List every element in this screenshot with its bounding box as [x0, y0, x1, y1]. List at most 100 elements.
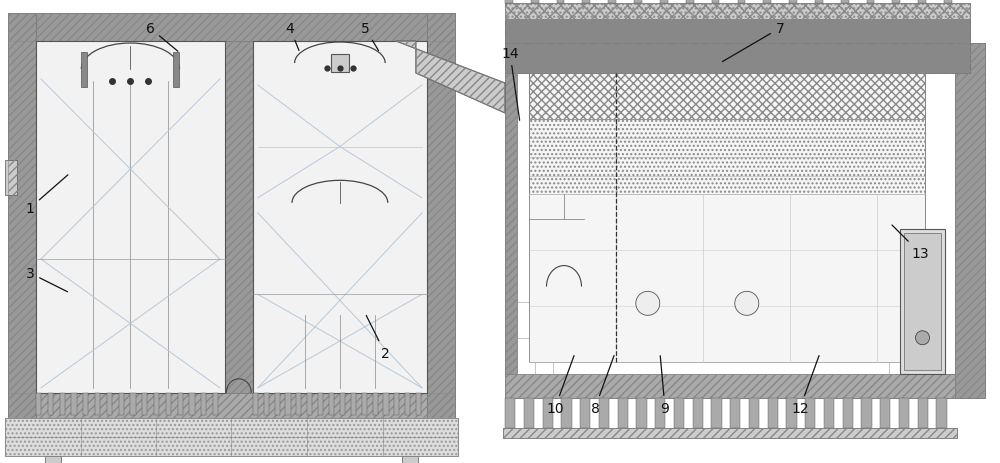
- Text: 10: 10: [546, 356, 574, 415]
- Bar: [955, 44, 985, 398]
- Bar: [505, 4, 970, 20]
- Bar: [900, 230, 945, 374]
- Bar: [582, 0, 590, 4]
- Bar: [201, 393, 206, 415]
- Bar: [955, 44, 985, 398]
- Bar: [83, 393, 88, 415]
- Bar: [362, 393, 367, 415]
- Bar: [843, 398, 853, 428]
- Bar: [867, 0, 874, 4]
- Bar: [351, 393, 356, 415]
- Text: 13: 13: [892, 225, 929, 260]
- Bar: [711, 398, 722, 428]
- Bar: [505, 374, 955, 398]
- Bar: [505, 4, 970, 44]
- Bar: [686, 0, 694, 4]
- Bar: [918, 0, 926, 4]
- Text: 14: 14: [501, 47, 520, 121]
- Bar: [505, 374, 955, 398]
- Bar: [904, 233, 941, 370]
- Bar: [505, 74, 517, 374]
- Bar: [738, 0, 745, 4]
- Bar: [318, 393, 323, 415]
- Bar: [861, 398, 872, 428]
- Bar: [815, 0, 823, 4]
- Circle shape: [915, 331, 929, 345]
- Text: 6: 6: [146, 22, 178, 52]
- Bar: [189, 393, 195, 415]
- Bar: [36, 42, 225, 393]
- Text: 2: 2: [366, 316, 389, 360]
- Bar: [225, 42, 253, 393]
- Bar: [8, 14, 455, 42]
- Bar: [107, 393, 112, 415]
- Text: 9: 9: [660, 356, 669, 415]
- Bar: [505, 0, 513, 4]
- Bar: [674, 398, 684, 428]
- Bar: [505, 398, 515, 428]
- Polygon shape: [396, 42, 505, 114]
- Bar: [427, 14, 455, 418]
- Bar: [225, 42, 253, 393]
- Bar: [529, 74, 925, 362]
- Text: 5: 5: [361, 22, 379, 51]
- Bar: [505, 74, 517, 374]
- Bar: [542, 398, 553, 428]
- Bar: [557, 0, 564, 4]
- Bar: [5, 161, 17, 196]
- Bar: [154, 393, 159, 415]
- Bar: [275, 393, 280, 415]
- Bar: [130, 393, 136, 415]
- Bar: [944, 0, 952, 4]
- Bar: [264, 393, 269, 415]
- Text: 4: 4: [286, 22, 299, 51]
- Bar: [60, 393, 65, 415]
- Bar: [692, 398, 703, 428]
- Bar: [503, 428, 957, 438]
- Bar: [749, 398, 759, 428]
- Bar: [768, 398, 778, 428]
- Bar: [5, 418, 458, 456]
- Bar: [36, 393, 41, 415]
- Bar: [427, 14, 455, 418]
- Bar: [599, 398, 609, 428]
- Bar: [505, 44, 970, 74]
- Bar: [660, 0, 668, 4]
- Bar: [81, 52, 87, 88]
- Bar: [763, 0, 771, 4]
- Bar: [178, 393, 183, 415]
- Bar: [8, 14, 455, 42]
- Bar: [285, 393, 291, 415]
- Bar: [561, 398, 572, 428]
- Bar: [8, 393, 455, 418]
- Bar: [505, 4, 970, 20]
- Bar: [8, 393, 455, 418]
- Bar: [524, 398, 534, 428]
- Bar: [173, 52, 179, 88]
- Bar: [580, 398, 590, 428]
- Bar: [253, 42, 427, 393]
- Bar: [166, 393, 171, 415]
- Bar: [608, 0, 616, 4]
- Bar: [383, 393, 389, 415]
- Bar: [95, 393, 100, 415]
- Bar: [8, 14, 36, 418]
- Bar: [402, 456, 418, 463]
- Text: 1: 1: [26, 175, 68, 216]
- Bar: [618, 398, 628, 428]
- Bar: [529, 74, 925, 120]
- Bar: [712, 0, 719, 4]
- Circle shape: [735, 292, 759, 316]
- Bar: [416, 393, 421, 415]
- Bar: [786, 398, 797, 428]
- Bar: [213, 393, 218, 415]
- Bar: [936, 398, 947, 428]
- Bar: [730, 398, 740, 428]
- Text: 8: 8: [591, 356, 614, 415]
- Bar: [655, 398, 665, 428]
- Bar: [329, 393, 334, 415]
- Bar: [505, 4, 970, 44]
- Bar: [880, 398, 890, 428]
- Bar: [529, 120, 925, 195]
- Bar: [505, 44, 970, 74]
